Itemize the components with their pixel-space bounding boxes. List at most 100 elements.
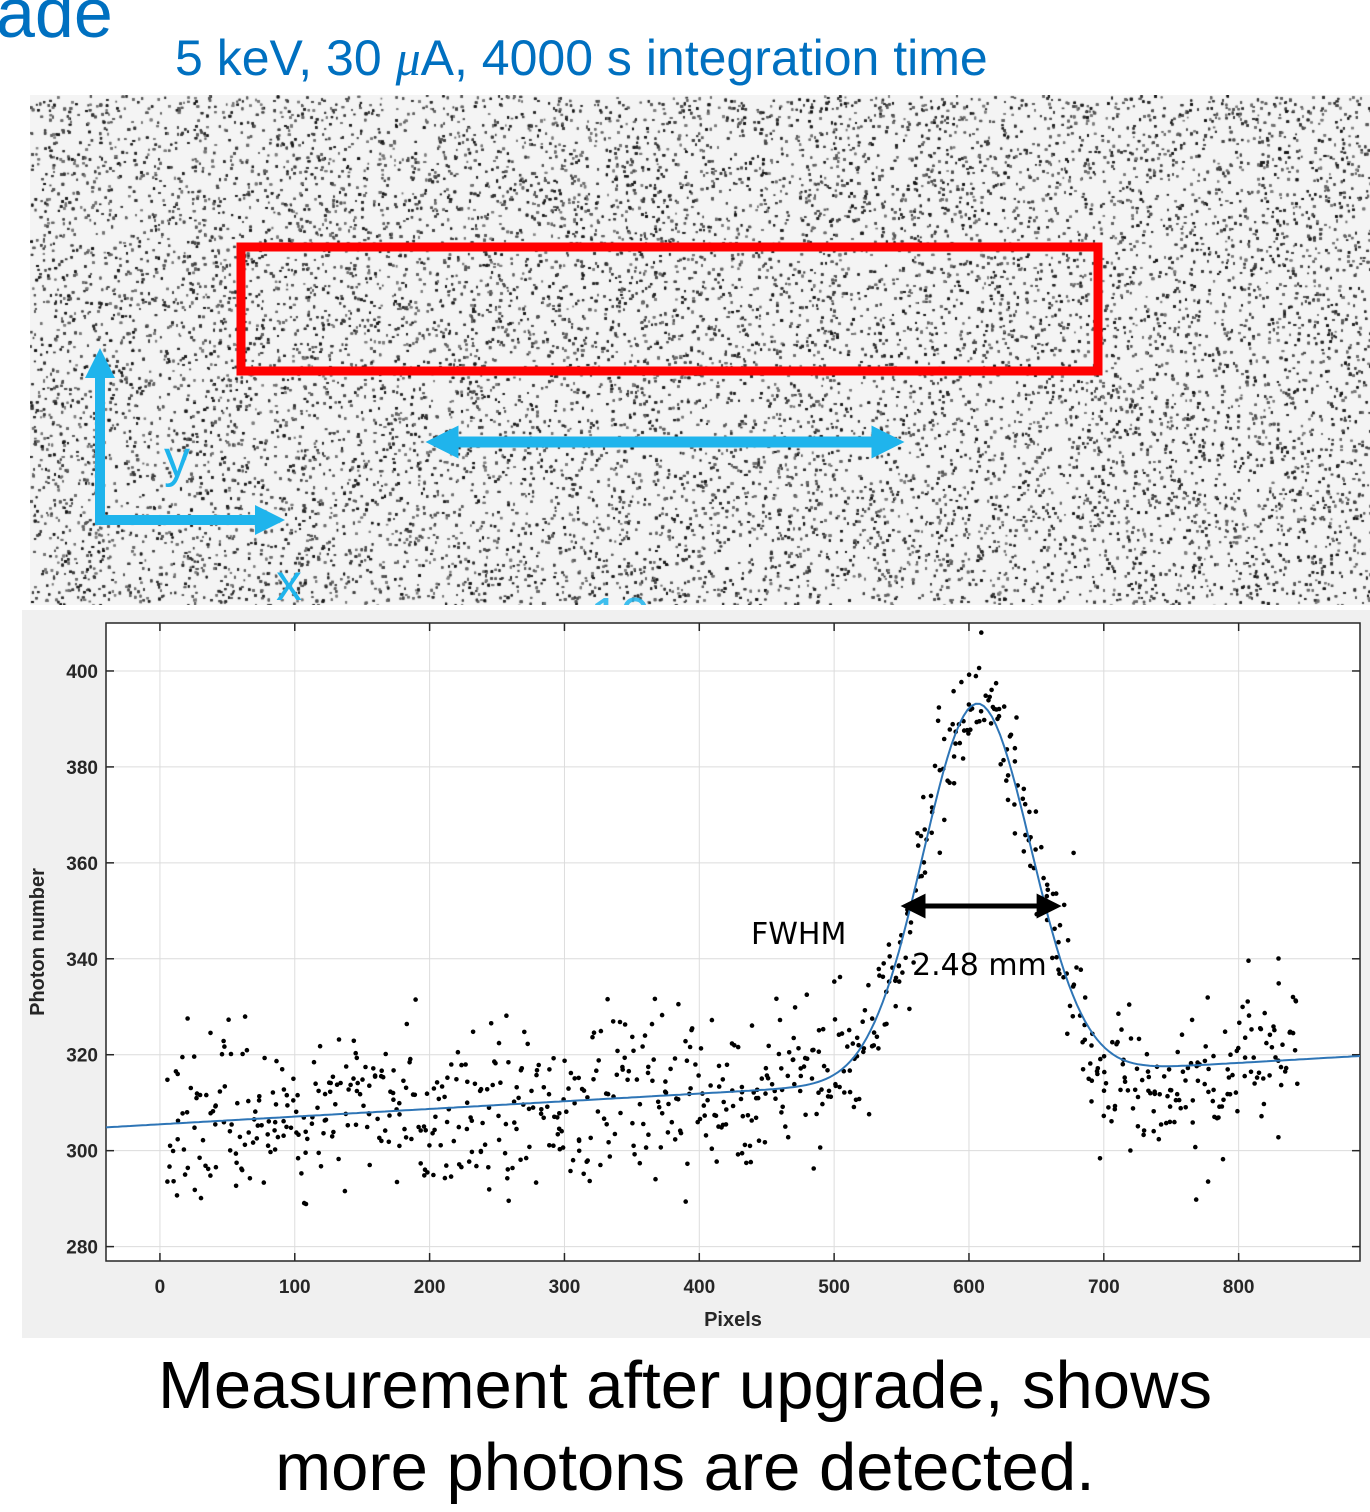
data-point bbox=[1167, 1104, 1173, 1109]
data-point bbox=[1071, 850, 1076, 856]
data-point bbox=[433, 1114, 438, 1120]
data-point bbox=[1020, 796, 1026, 802]
data-point bbox=[1056, 939, 1061, 945]
data-point bbox=[301, 1200, 307, 1206]
data-point bbox=[1101, 1054, 1107, 1059]
data-point bbox=[1269, 1045, 1275, 1050]
data-point bbox=[182, 1172, 188, 1177]
data-point bbox=[720, 1077, 726, 1082]
data-point bbox=[1054, 955, 1059, 960]
data-point bbox=[1205, 995, 1210, 1000]
data-point bbox=[354, 1088, 360, 1094]
data-point bbox=[346, 1087, 351, 1092]
data-point bbox=[837, 974, 843, 980]
data-point bbox=[1216, 1115, 1221, 1120]
data-point bbox=[562, 1058, 567, 1064]
data-point bbox=[451, 1138, 457, 1144]
data-point bbox=[666, 1101, 671, 1107]
data-point bbox=[1178, 1105, 1183, 1111]
data-point bbox=[702, 1113, 707, 1118]
data-point bbox=[779, 1066, 784, 1071]
data-point bbox=[1246, 958, 1251, 963]
data-point bbox=[1158, 1122, 1164, 1127]
data-point bbox=[936, 705, 942, 710]
data-point bbox=[262, 1055, 267, 1061]
data-point bbox=[665, 1130, 671, 1135]
data-point bbox=[313, 1081, 318, 1086]
data-point bbox=[430, 1131, 435, 1136]
data-point bbox=[643, 1145, 649, 1150]
data-point bbox=[402, 1126, 407, 1132]
data-point bbox=[785, 1073, 791, 1079]
data-point bbox=[208, 1030, 213, 1036]
data-point bbox=[422, 1173, 427, 1178]
data-point bbox=[880, 974, 886, 980]
data-point bbox=[546, 1091, 552, 1097]
data-point bbox=[684, 1058, 690, 1063]
grid-lines bbox=[106, 623, 1360, 1261]
data-point bbox=[1053, 891, 1059, 896]
data-point bbox=[1248, 1069, 1254, 1075]
data-point bbox=[618, 1110, 623, 1116]
data-point bbox=[1028, 863, 1033, 869]
data-point bbox=[585, 1158, 590, 1163]
data-point bbox=[338, 1080, 343, 1086]
data-point bbox=[242, 1142, 248, 1148]
data-point bbox=[595, 1109, 601, 1114]
data-point bbox=[354, 1055, 360, 1061]
data-point bbox=[247, 1176, 253, 1181]
data-point bbox=[1176, 1097, 1182, 1103]
x-tick-label: 100 bbox=[279, 1277, 311, 1298]
data-point bbox=[1189, 1017, 1195, 1023]
data-point bbox=[1141, 1132, 1146, 1138]
data-point bbox=[947, 727, 953, 732]
data-point bbox=[397, 1100, 402, 1106]
data-point bbox=[1089, 1043, 1094, 1048]
x-axis-label: Pixels bbox=[704, 1309, 762, 1331]
data-point bbox=[605, 1091, 611, 1097]
data-point bbox=[285, 1103, 290, 1108]
data-point bbox=[409, 1136, 414, 1142]
data-point bbox=[233, 1183, 239, 1189]
roi-box bbox=[236, 242, 1103, 376]
data-point bbox=[777, 1017, 783, 1023]
data-point bbox=[1033, 809, 1039, 814]
data-point bbox=[763, 1065, 769, 1071]
data-point bbox=[1001, 757, 1006, 763]
data-point bbox=[1165, 1093, 1170, 1099]
data-point bbox=[866, 1111, 872, 1117]
data-point bbox=[594, 1068, 599, 1073]
data-point bbox=[482, 1142, 488, 1147]
data-point bbox=[506, 1060, 511, 1065]
data-point bbox=[274, 1058, 279, 1064]
data-point bbox=[505, 1167, 511, 1172]
data-point bbox=[498, 1080, 503, 1085]
data-point bbox=[625, 1077, 630, 1083]
data-point bbox=[658, 1145, 664, 1150]
data-point bbox=[229, 1122, 234, 1127]
data-point bbox=[755, 1095, 761, 1101]
data-point bbox=[315, 1105, 320, 1111]
data-point bbox=[981, 717, 987, 723]
data-point bbox=[856, 1096, 862, 1102]
y-tick-label: 360 bbox=[66, 854, 98, 875]
data-point bbox=[820, 1101, 825, 1107]
data-point bbox=[1132, 1087, 1138, 1093]
data-point bbox=[423, 1128, 429, 1133]
data-point bbox=[809, 1076, 815, 1081]
data-point bbox=[1130, 1106, 1136, 1111]
data-point bbox=[735, 1152, 741, 1157]
data-point bbox=[735, 1044, 741, 1050]
data-point bbox=[504, 1013, 509, 1018]
x-axis-letter: x bbox=[276, 554, 302, 605]
data-point bbox=[828, 1094, 834, 1100]
data-point bbox=[329, 1134, 335, 1139]
data-point bbox=[234, 1160, 239, 1166]
data-point bbox=[1190, 1098, 1196, 1103]
data-point bbox=[470, 1029, 476, 1035]
data-point bbox=[790, 1057, 796, 1062]
data-point bbox=[547, 1067, 552, 1072]
data-point bbox=[832, 979, 837, 984]
data-point bbox=[1027, 809, 1032, 815]
data-point bbox=[449, 1062, 454, 1067]
